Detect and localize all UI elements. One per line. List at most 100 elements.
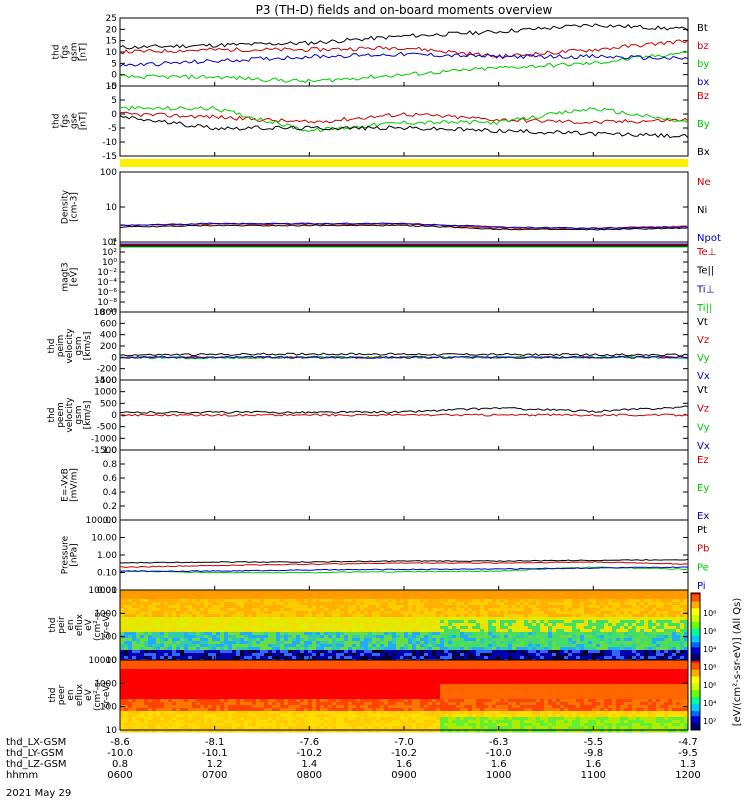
spectrogram-cell bbox=[484, 656, 488, 660]
spectrogram-cell bbox=[468, 614, 472, 618]
spectrogram-cell bbox=[256, 629, 260, 633]
spectrogram-cell bbox=[120, 644, 124, 648]
spectrogram-cell bbox=[556, 599, 560, 603]
spectrogram-cell bbox=[216, 702, 220, 706]
spectrogram-cell bbox=[236, 681, 240, 685]
spectrogram-cell bbox=[268, 629, 272, 633]
spectrogram-cell bbox=[144, 702, 148, 706]
spectrogram-cell bbox=[120, 614, 124, 618]
spectrogram-cell bbox=[388, 602, 392, 606]
spectrogram-cell bbox=[324, 599, 328, 603]
spectrogram-cell bbox=[288, 711, 292, 715]
spectrogram-cell bbox=[204, 684, 208, 688]
spectrogram-cell bbox=[308, 729, 312, 733]
spectrogram-cell bbox=[624, 620, 628, 624]
spectrogram-cell bbox=[164, 726, 168, 730]
spectrogram-cell bbox=[148, 705, 152, 709]
spectrogram-cell bbox=[516, 593, 520, 597]
spectrogram-cell bbox=[264, 675, 268, 679]
spectrogram-cell bbox=[340, 599, 344, 603]
spectrogram-cell bbox=[216, 596, 220, 600]
spectrogram-cell bbox=[536, 614, 540, 618]
spectrogram-cell bbox=[412, 590, 416, 594]
spectrogram-cell bbox=[368, 653, 372, 657]
spectrogram-cell bbox=[284, 663, 288, 667]
spectrogram-cell bbox=[244, 632, 248, 636]
spectrogram-cell bbox=[352, 611, 356, 615]
spectrogram-cell bbox=[236, 726, 240, 730]
spectrogram-cell bbox=[256, 720, 260, 724]
spectrogram-cell bbox=[156, 650, 160, 654]
spectrogram-cell bbox=[184, 635, 188, 639]
spectrogram-cell bbox=[212, 717, 216, 721]
spectrogram-cell bbox=[220, 696, 224, 700]
spectrogram-cell bbox=[288, 663, 292, 667]
spectrogram-cell bbox=[220, 629, 224, 633]
spectrogram-cell bbox=[212, 626, 216, 630]
spectrogram-cell bbox=[360, 611, 364, 615]
spectrogram-cell bbox=[356, 605, 360, 609]
spectrogram-cell bbox=[400, 623, 404, 627]
spectrogram-cell bbox=[576, 620, 580, 624]
spectrogram-cell bbox=[632, 638, 636, 642]
spectrogram-cell bbox=[524, 617, 528, 621]
spectrogram-cell bbox=[192, 660, 196, 664]
spectrogram-cell bbox=[232, 590, 236, 594]
spectrogram-cell bbox=[156, 614, 160, 618]
spectrogram-cell bbox=[224, 705, 228, 709]
spectrogram-cell bbox=[576, 608, 580, 612]
spectrogram-cell bbox=[272, 711, 276, 715]
spectrogram-cell bbox=[440, 614, 444, 618]
spectrogram-cell bbox=[160, 687, 164, 691]
spectrogram-cell bbox=[272, 708, 276, 712]
spectrogram-cell bbox=[260, 675, 264, 679]
spectrogram-cell bbox=[172, 714, 176, 718]
spectrogram-cell bbox=[288, 620, 292, 624]
spectrogram-cell bbox=[252, 660, 256, 664]
spectrogram-cell bbox=[248, 729, 252, 733]
spectrogram-cell bbox=[564, 647, 568, 651]
spectrogram-cell bbox=[556, 614, 560, 618]
spectrogram-cell bbox=[496, 599, 500, 603]
spectrogram-cell bbox=[472, 608, 476, 612]
spectrogram-cell bbox=[128, 696, 132, 700]
spectrogram-cell bbox=[144, 726, 148, 730]
spectrogram-cell bbox=[176, 672, 180, 676]
spectrogram-cell bbox=[288, 705, 292, 709]
spectrogram-cell bbox=[292, 699, 296, 703]
spectrogram-cell bbox=[428, 656, 432, 660]
spectrogram-cell bbox=[444, 614, 448, 618]
spectrogram-cell bbox=[484, 623, 488, 627]
spectrogram-cell bbox=[624, 590, 628, 594]
spectrogram-cell bbox=[672, 650, 676, 654]
spectrogram-cell bbox=[364, 593, 368, 597]
spectrogram-cell bbox=[512, 644, 516, 648]
spectrogram-cell bbox=[280, 590, 284, 594]
spectrogram-cell bbox=[540, 647, 544, 651]
spectrogram-cell bbox=[460, 623, 464, 627]
spectrogram-cell bbox=[212, 678, 216, 682]
spectrogram-cell bbox=[408, 617, 412, 621]
legend-entry: Ez bbox=[697, 455, 709, 466]
spectrogram-cell bbox=[604, 611, 608, 615]
spectrogram-cell bbox=[316, 590, 320, 594]
spectrogram-cell bbox=[380, 650, 384, 654]
spectrogram-cell bbox=[164, 702, 168, 706]
spectrogram-cell bbox=[248, 614, 252, 618]
spectrogram-cell bbox=[400, 608, 404, 612]
spectrogram-cell bbox=[492, 599, 496, 603]
spectrogram-cell bbox=[348, 614, 352, 618]
spectrogram-cell bbox=[300, 690, 304, 694]
spectrogram-cell bbox=[640, 614, 644, 618]
spectrogram-cell bbox=[164, 711, 168, 715]
spectrogram-cell bbox=[188, 638, 192, 642]
spectrogram-cell bbox=[312, 714, 316, 718]
spectrogram-cell bbox=[364, 644, 368, 648]
spectrogram-cell bbox=[292, 672, 296, 676]
spectrogram-cell bbox=[192, 614, 196, 618]
spectrogram-cell bbox=[516, 602, 520, 606]
spectrogram-cell bbox=[252, 602, 256, 606]
spectrogram-cell bbox=[132, 614, 136, 618]
spectrogram-cell bbox=[252, 711, 256, 715]
